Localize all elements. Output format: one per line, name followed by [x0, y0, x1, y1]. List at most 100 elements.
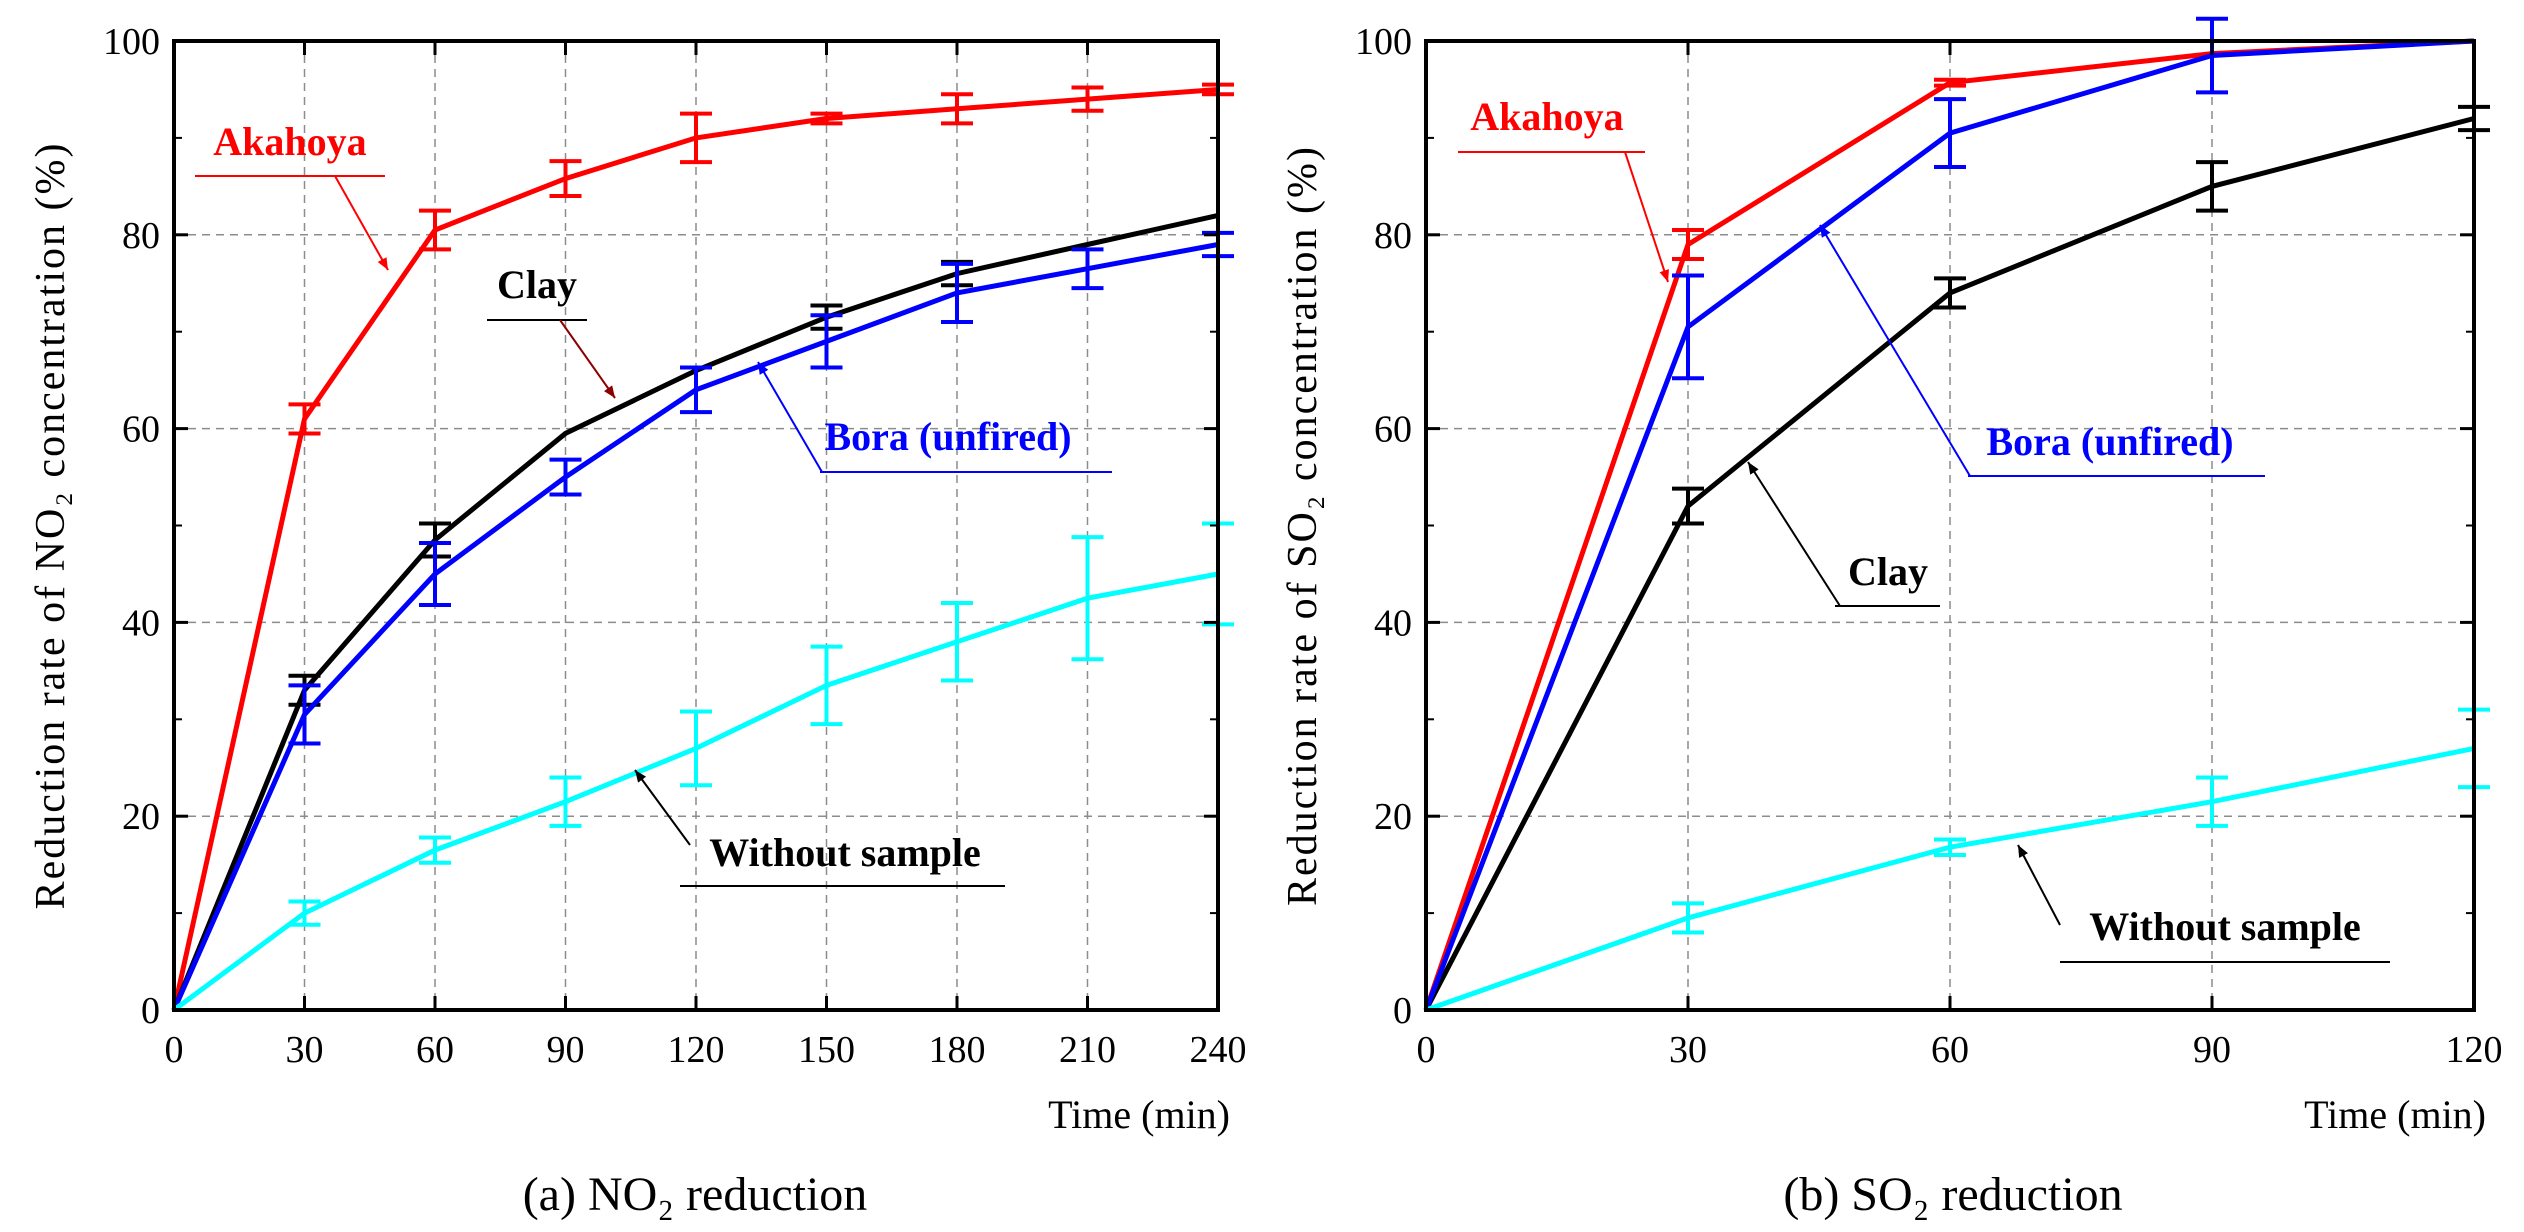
error-bar	[810, 111, 843, 126]
error-bar	[2196, 160, 2228, 213]
annotation-leader	[1819, 224, 1971, 477]
annotation-clay: Clay	[1747, 461, 1940, 607]
error-bar	[288, 402, 321, 436]
y-tick-label: 20	[122, 796, 160, 838]
x-tick-label: 60	[416, 1029, 454, 1071]
series-line	[171, 212, 1219, 1011]
x-tick-label: 210	[1059, 1029, 1116, 1071]
annotation-label: Without sample	[709, 830, 981, 875]
error-bar	[1934, 837, 1966, 857]
axis-ticks: 0 30 60 90 120 0 20 40 60 80 100	[1355, 21, 2503, 1071]
series-clay	[171, 212, 1219, 1011]
x-tick-label: 90	[547, 1029, 585, 1071]
error-bar	[680, 365, 712, 415]
chart-caption: (a) NO₂ reduction	[523, 1168, 868, 1221]
error-bar	[549, 457, 582, 497]
error-bar	[419, 835, 451, 865]
y-tick-label: 60	[122, 409, 160, 451]
annotation-bora: Bora (unfired)	[1819, 224, 2265, 477]
error-bar	[1672, 273, 1704, 381]
gridlines	[1426, 41, 2474, 1010]
y-tick-label: 100	[1355, 21, 1412, 63]
x-tick-label: 120	[2446, 1029, 2503, 1071]
error-bar	[2196, 16, 2228, 95]
annotation-leader	[2017, 844, 2061, 926]
error-bar	[941, 261, 973, 325]
annotation-leader	[634, 769, 691, 846]
annotation-label: Without sample	[2089, 904, 2361, 949]
x-tick-label: 90	[2193, 1029, 2231, 1071]
x-tick-label: 150	[798, 1029, 855, 1071]
y-tick-label: 40	[122, 602, 160, 644]
annotation-without-sample: Without sample	[634, 769, 1005, 887]
annotation-akahoya: Akahoya	[195, 119, 389, 271]
y-axis-label: Reduction rate of SO₂ concentration (%)	[1280, 145, 1326, 906]
x-tick-label: 30	[1669, 1029, 1707, 1071]
x-axis-label: Time (min)	[1048, 1092, 1230, 1137]
series-without-sample	[172, 521, 1234, 1013]
error-bar	[1672, 901, 1704, 935]
error-bar	[810, 644, 843, 727]
x-tick-label: 180	[929, 1029, 986, 1071]
y-tick-label: 0	[1393, 990, 1412, 1032]
annotation-label: Akahoya	[1470, 94, 1623, 139]
error-bar	[941, 92, 973, 126]
error-bar	[1672, 486, 1704, 526]
error-bar	[419, 540, 451, 607]
y-tick-label: 80	[122, 215, 160, 257]
annotation-label: Clay	[497, 262, 577, 307]
annotation-leader	[1624, 151, 1669, 283]
annotation-bora: Bora (unfired)	[757, 361, 1112, 473]
annotation-akahoya: Akahoya	[1458, 94, 1669, 283]
annotations: Akahoya Bora (unfired) Clay Without samp…	[1458, 94, 2390, 963]
series-without-sample	[1425, 707, 2490, 1013]
y-axis-label: Reduction rate of NO₂ concentration (%)	[28, 142, 74, 910]
annotation-label: Akahoya	[213, 119, 366, 164]
error-bar	[680, 709, 712, 788]
error-bar	[810, 313, 843, 370]
annotation-label: Clay	[1848, 549, 1928, 594]
error-bar	[549, 159, 582, 199]
annotation-leader	[1747, 461, 1841, 607]
x-tick-label: 240	[1190, 1029, 1247, 1071]
series-bora-unfired	[171, 230, 1234, 1012]
annotations: Akahoya Clay Bora (unfired) Without samp…	[195, 119, 1112, 887]
error-bar	[680, 111, 712, 165]
error-bar	[1672, 227, 1704, 262]
annotation-label: Bora (unfired)	[1986, 419, 2233, 464]
error-bar	[1934, 97, 1966, 169]
annotation-clay: Clay	[487, 262, 616, 399]
x-tick-label: 0	[1417, 1029, 1436, 1071]
series-bora-unfired	[1423, 16, 2475, 1011]
error-bar	[941, 601, 973, 683]
y-tick-label: 60	[1374, 409, 1412, 451]
annotation-leader	[334, 175, 389, 271]
chart-panel-so2: 0 30 60 90 120 0 20 40 60 80 100 Reduction rate of…	[1280, 16, 2503, 1221]
series-clay	[1423, 104, 2490, 1012]
y-tick-label: 80	[1374, 215, 1412, 257]
x-tick-label: 0	[165, 1029, 184, 1071]
y-tick-label: 0	[141, 990, 160, 1032]
series-layer	[1423, 16, 2490, 1013]
x-tick-label: 30	[286, 1029, 324, 1071]
error-bar	[2196, 775, 2228, 828]
x-tick-label: 60	[1931, 1029, 1969, 1071]
series-akahoya	[171, 82, 1234, 1011]
annotation-leader	[757, 361, 823, 473]
error-bar	[1071, 247, 1104, 291]
error-bar	[288, 683, 321, 746]
error-bar	[549, 775, 582, 828]
error-bar	[419, 208, 451, 252]
y-tick-label: 20	[1374, 796, 1412, 838]
annotation-leader	[559, 319, 616, 399]
error-bar	[288, 899, 321, 927]
y-tick-label: 100	[103, 21, 160, 63]
annotation-without-sample: Without sample	[2017, 844, 2390, 963]
error-bar	[1934, 77, 1966, 88]
y-tick-label: 40	[1374, 602, 1412, 644]
error-bar	[1071, 85, 1104, 113]
series-layer	[171, 82, 1234, 1013]
axis-ticks: 0 30 60 90 120 150 180 210 240 0 20 40 60 80 100	[103, 21, 1247, 1071]
chart-caption: (b) SO₂ reduction	[1783, 1168, 2122, 1221]
